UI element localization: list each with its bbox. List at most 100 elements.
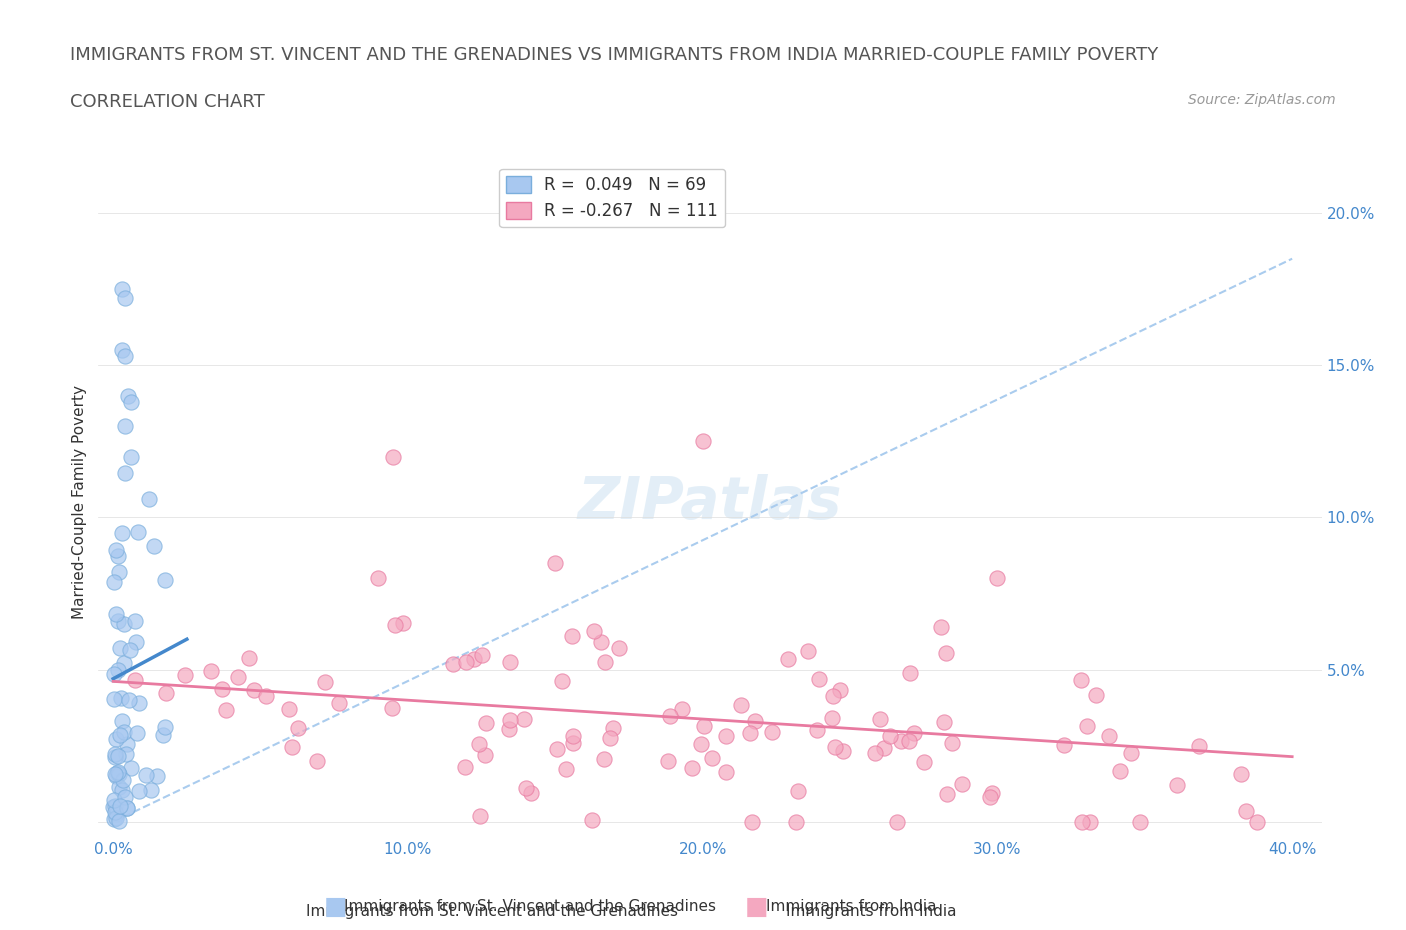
Point xyxy=(104,750,127,764)
Legend: R =  0.049   N = 69, R = -0.267   N = 111: R = 0.049 N = 69, R = -0.267 N = 111 xyxy=(499,169,725,227)
Point xyxy=(105,765,128,780)
Point xyxy=(120,394,142,409)
Point xyxy=(105,732,128,747)
Point xyxy=(593,752,616,767)
Text: IMMIGRANTS FROM ST. VINCENT AND THE GRENADINES VS IMMIGRANTS FROM INDIA MARRIED-: IMMIGRANTS FROM ST. VINCENT AND THE GREN… xyxy=(70,46,1159,64)
Point xyxy=(935,646,957,661)
Point xyxy=(941,736,963,751)
Point xyxy=(254,689,277,704)
Point xyxy=(785,815,807,830)
Point xyxy=(287,721,309,736)
Point xyxy=(173,667,195,682)
Text: Source: ZipAtlas.com: Source: ZipAtlas.com xyxy=(1188,93,1336,107)
Point xyxy=(1246,815,1268,830)
Point xyxy=(314,674,336,689)
Point xyxy=(499,712,522,727)
Point xyxy=(118,692,141,707)
Text: CORRELATION CHART: CORRELATION CHART xyxy=(70,93,266,111)
Point xyxy=(898,665,921,680)
Point xyxy=(761,724,783,739)
Point xyxy=(381,700,404,715)
Text: Immigrants from St. Vincent and the Grenadines: Immigrants from St. Vincent and the Gren… xyxy=(344,899,717,914)
Point xyxy=(105,607,128,622)
Point xyxy=(104,810,127,825)
Point xyxy=(124,672,146,687)
Point xyxy=(607,641,630,656)
Point xyxy=(139,783,162,798)
Point xyxy=(821,689,844,704)
Point xyxy=(115,737,138,751)
Point xyxy=(226,670,249,684)
Point xyxy=(104,767,127,782)
Point xyxy=(114,418,136,433)
Point xyxy=(863,746,886,761)
Point xyxy=(979,790,1001,804)
Text: ■: ■ xyxy=(323,895,347,919)
Point xyxy=(872,740,894,755)
Point xyxy=(120,449,142,464)
Point xyxy=(112,617,135,631)
Point xyxy=(112,655,135,670)
Point xyxy=(120,643,142,658)
Y-axis label: Married-Couple Family Poverty: Married-Couple Family Poverty xyxy=(72,385,87,619)
Point xyxy=(474,748,496,763)
Point xyxy=(107,614,129,629)
Point xyxy=(110,691,132,706)
Point xyxy=(1229,766,1251,781)
Point xyxy=(103,793,125,808)
Text: Immigrants from St. Vincent and the Grenadines: Immigrants from St. Vincent and the Gren… xyxy=(307,904,678,919)
Point xyxy=(950,777,973,791)
Point xyxy=(740,726,762,741)
Point xyxy=(107,749,129,764)
Point xyxy=(107,779,129,794)
Point xyxy=(328,696,350,711)
Point xyxy=(1109,764,1132,778)
Point xyxy=(1188,738,1211,753)
Point xyxy=(114,349,136,364)
Point xyxy=(454,759,477,774)
Point xyxy=(104,799,127,814)
Point xyxy=(463,652,485,667)
Point xyxy=(115,801,138,816)
Point xyxy=(105,769,128,784)
Point xyxy=(135,768,157,783)
Point xyxy=(128,696,150,711)
Point xyxy=(111,783,134,798)
Point xyxy=(124,614,146,629)
Point xyxy=(562,728,585,743)
Point xyxy=(890,734,912,749)
Point xyxy=(776,652,799,667)
Point xyxy=(593,655,616,670)
Point xyxy=(730,698,752,712)
Point xyxy=(103,575,125,590)
Point xyxy=(515,780,537,795)
Point xyxy=(107,565,129,579)
Point xyxy=(278,701,301,716)
Point xyxy=(108,799,131,814)
Point xyxy=(903,726,925,741)
Point xyxy=(111,714,134,729)
Point xyxy=(1129,815,1152,830)
Point xyxy=(367,571,389,586)
Point xyxy=(1070,672,1092,687)
Point xyxy=(912,754,935,769)
Point xyxy=(105,543,128,558)
Point xyxy=(238,651,260,666)
Point xyxy=(307,754,329,769)
Point xyxy=(807,671,830,686)
Text: Immigrants from India: Immigrants from India xyxy=(786,904,957,919)
Point xyxy=(1166,777,1188,792)
Point xyxy=(103,691,125,706)
Point xyxy=(1234,804,1257,818)
Point xyxy=(107,662,129,677)
Point xyxy=(120,761,142,776)
Point xyxy=(114,790,136,804)
Point xyxy=(152,728,174,743)
Point xyxy=(103,747,125,762)
Point xyxy=(471,648,494,663)
Point xyxy=(832,743,855,758)
Point xyxy=(115,800,138,815)
Point xyxy=(561,629,583,644)
Point xyxy=(1084,688,1107,703)
Point xyxy=(657,754,679,769)
